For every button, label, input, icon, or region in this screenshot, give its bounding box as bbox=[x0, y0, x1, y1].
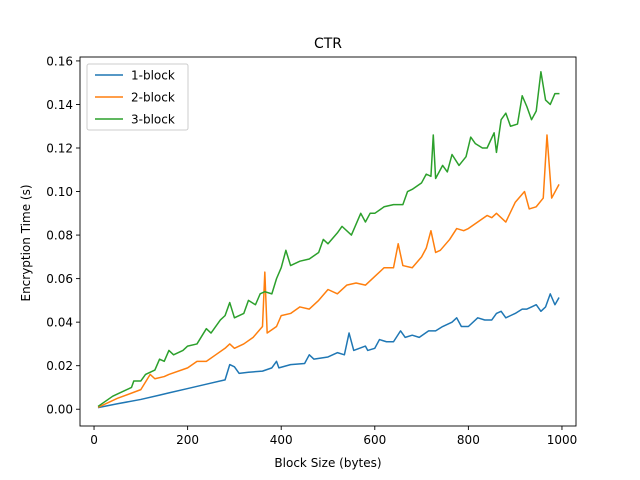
series-line-3-block bbox=[97, 71, 560, 408]
y-tick-label: 0.02 bbox=[46, 359, 73, 373]
legend-box bbox=[86, 63, 189, 131]
x-tick-label: 0 bbox=[90, 433, 98, 447]
y-tick-label: 0.06 bbox=[46, 272, 73, 286]
series-line-1-block bbox=[97, 293, 560, 409]
y-tick-label: 0.10 bbox=[46, 185, 73, 199]
x-tick-label: 1000 bbox=[547, 433, 578, 447]
y-tick-label: 0.08 bbox=[46, 229, 73, 243]
legend-label: 2-block bbox=[131, 91, 175, 105]
x-tick-label: 200 bbox=[176, 433, 199, 447]
x-tick-label: 400 bbox=[270, 433, 293, 447]
y-axis-label: Encryption Time (s) bbox=[19, 184, 33, 301]
y-tick-label: 0.12 bbox=[46, 141, 73, 155]
chart-title: CTR bbox=[314, 36, 342, 52]
y-tick-label: 0.00 bbox=[46, 403, 73, 417]
y-tick-label: 0.16 bbox=[46, 54, 73, 68]
y-tick-label: 0.04 bbox=[46, 316, 73, 330]
x-axis-label: Block Size (bytes) bbox=[274, 456, 381, 470]
series-line-2-block bbox=[97, 134, 560, 409]
legend-label: 1-block bbox=[131, 69, 175, 83]
x-tick-label: 600 bbox=[363, 433, 386, 447]
x-tick-label: 800 bbox=[457, 433, 480, 447]
y-tick-label: 0.14 bbox=[46, 98, 73, 112]
x-axis: 0 200 400 600 800 1000 bbox=[90, 426, 577, 447]
y-axis: 0.00 0.02 0.04 0.06 0.08 0.10 0.12 0.14 0.16 bbox=[46, 54, 80, 417]
legend-label: 3-block bbox=[131, 113, 175, 127]
legend: 1-block 2-block 3-block bbox=[86, 63, 189, 131]
plot-frame bbox=[79, 56, 577, 427]
series-layer bbox=[97, 71, 560, 409]
